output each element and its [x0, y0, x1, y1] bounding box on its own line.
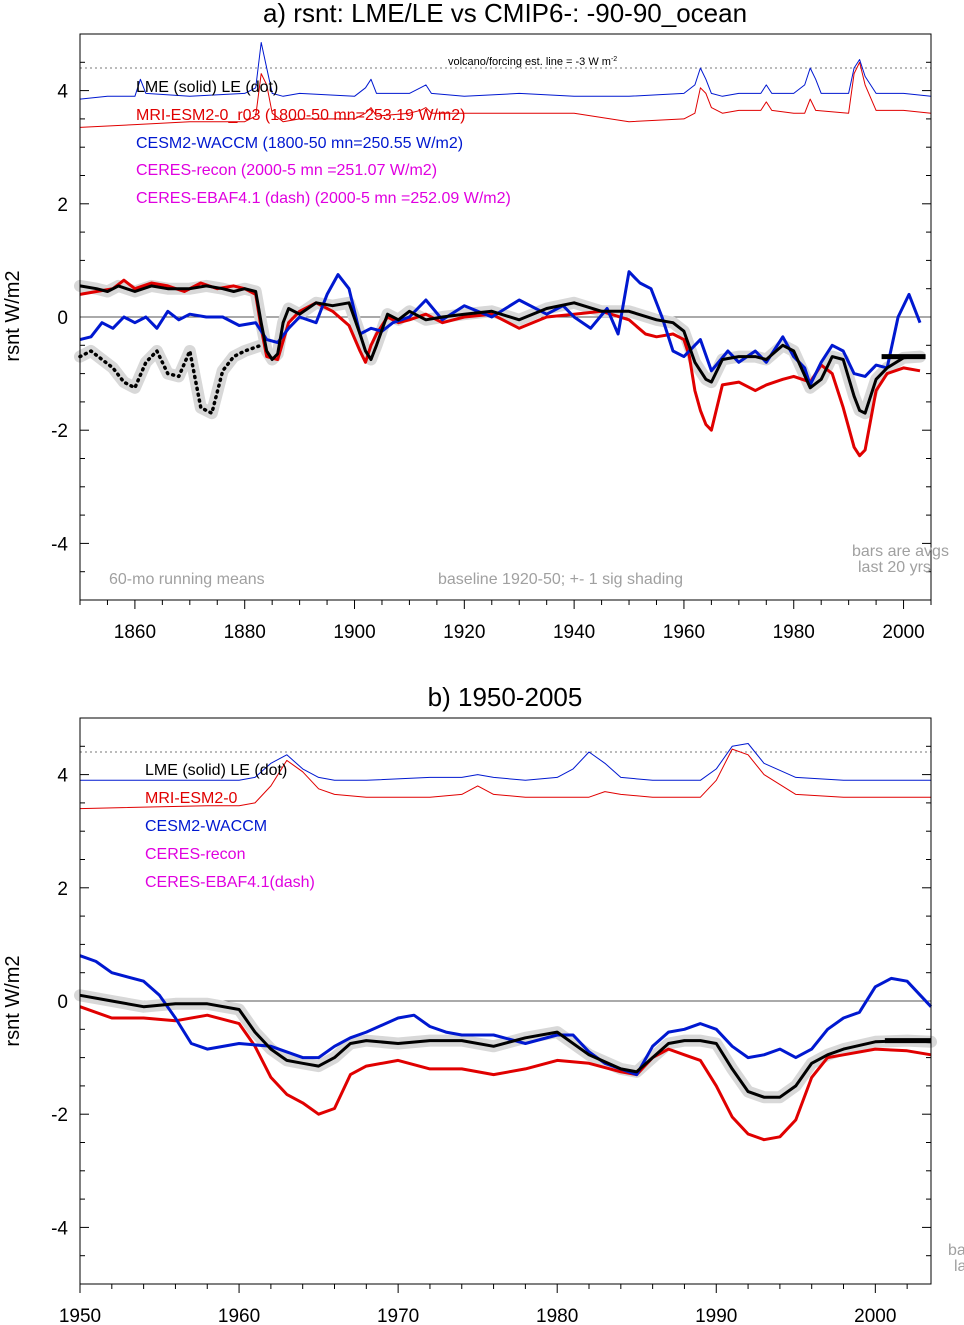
panel-a-title: a) rsnt: LME/LE vs CMIP6-: -90-90_ocean [263, 0, 747, 28]
xtick-label: 1950 [59, 1306, 101, 1325]
legend-b-ceres-recon: CERES-recon [145, 846, 245, 863]
panel-b-ticks: -4 -2 0 2 4 1950 1960 1970 1980 1990 2000 [51, 717, 931, 1325]
panel-a-bars-note-2: last 20 yrs [858, 559, 931, 576]
panel-b: b) 1950-2005 rsnt W/m2 -4 -2 0 2 4 1950 1960 19… [2, 682, 964, 1325]
legend-b-cesm: CESM2-WACCM [145, 818, 267, 835]
series-lme-panel-b [79, 993, 932, 1099]
legend-b-ceres-ebaf: CERES-EBAF4.1(dash) [145, 874, 315, 891]
ytick-label: 2 [57, 195, 68, 216]
panel-a: a) rsnt: LME/LE vs CMIP6-: -90-90_ocean … [2, 0, 949, 643]
ytick-label: -4 [51, 534, 68, 555]
series-cesm2-waccm-panel-a [79, 270, 922, 387]
panel-a-bars-note-1: bars are avgs [852, 543, 949, 560]
series-volcano-mri-panel-a [79, 61, 932, 128]
panel-a-ylabel: rsnt W/m2 [2, 270, 24, 361]
legend-b-mri: MRI-ESM2-0 [145, 790, 238, 807]
xtick-label: 1940 [553, 622, 595, 643]
xtick-label: 1990 [695, 1306, 737, 1325]
panel-b-title: b) 1950-2005 [428, 682, 583, 712]
xtick-label: 1880 [224, 622, 266, 643]
legend-a-ceres-recon: CERES-recon (2000-5 mn =251.07 W/m2) [136, 162, 437, 179]
legend-a-cesm: CESM2-WACCM (1800-50 mn=250.55 W/m2) [136, 135, 463, 152]
panel-b-ylabel: rsnt W/m2 [2, 955, 24, 1046]
panel-b-frame [79, 717, 932, 1285]
ytick-label: 4 [57, 82, 68, 103]
series-volcano-mri-panel-b [79, 748, 931, 810]
panel-a-ticks: -4 -2 0 2 4 1860 1880 1900 1920 1940 1960 1980 2000 [51, 33, 932, 643]
series-lme-panel-a [79, 284, 921, 415]
xtick-label: 1860 [114, 622, 156, 643]
xtick-label: 1980 [773, 622, 815, 643]
panel-a-baseline-note: baseline 1920-50; +- 1 sig shading [438, 571, 683, 588]
legend-a-lme-le: LME (solid) LE (dot) [136, 79, 278, 96]
sigma-shading-lme [74, 989, 937, 1104]
panel-a-running-note: 60-mo running means [109, 571, 265, 588]
xtick-label: 1970 [377, 1306, 419, 1325]
xtick-label: 1960 [663, 622, 705, 643]
panel-a-series [74, 42, 932, 458]
series-volcano-cesm-panel-a [79, 42, 932, 100]
panel-b-bars-note-1: ba [948, 1242, 964, 1259]
legend-b-lme-le: LME (solid) LE (dot) [145, 762, 287, 779]
xtick-label: 1980 [536, 1306, 578, 1325]
panel-b-bars-note-2: la [954, 1258, 964, 1275]
panel-b-legend: LME (solid) LE (dot) MRI-ESM2-0 CESM2-WA… [145, 762, 315, 891]
panel-a-volcano-note: volcano/forcing est. line = -3 W m-2 [448, 56, 617, 68]
volcano-note-text: volcano/forcing est. line = -3 W m [448, 56, 611, 68]
xtick-label: 1900 [333, 622, 375, 643]
ytick-label: -2 [51, 1105, 68, 1126]
series-le-panel-a [78, 343, 263, 415]
ytick-label: 0 [57, 992, 68, 1013]
ytick-label: 2 [57, 879, 68, 900]
xtick-label: 1960 [218, 1306, 260, 1325]
ytick-label: -4 [51, 1218, 68, 1239]
panel-b-series [74, 743, 937, 1142]
ytick-label: -2 [51, 421, 68, 442]
panel-a-frame [79, 33, 932, 601]
series-mri-esm2-0-panel-a [79, 278, 921, 458]
series-cesm2-waccm-panel-b [79, 954, 933, 1077]
xtick-label: 2000 [854, 1306, 896, 1325]
panel-a-legend: LME (solid) LE (dot) MRI-ESM2-0_r03 (180… [136, 79, 511, 207]
ytick-label: 4 [57, 766, 68, 787]
xtick-label: 2000 [882, 622, 924, 643]
legend-a-mri: MRI-ESM2-0_r03 (1800-50 mn=253.19 W/m2) [136, 107, 465, 124]
volcano-note-sup: -2 [611, 56, 617, 63]
series-mri-esm2-0-panel-b [79, 1005, 932, 1142]
ytick-label: 0 [57, 308, 68, 329]
series-volcano-cesm-panel-b [80, 743, 931, 781]
xtick-label: 1920 [443, 622, 485, 643]
legend-a-ceres-ebaf: CERES-EBAF4.1 (dash) (2000-5 mn =252.09 … [136, 190, 511, 207]
